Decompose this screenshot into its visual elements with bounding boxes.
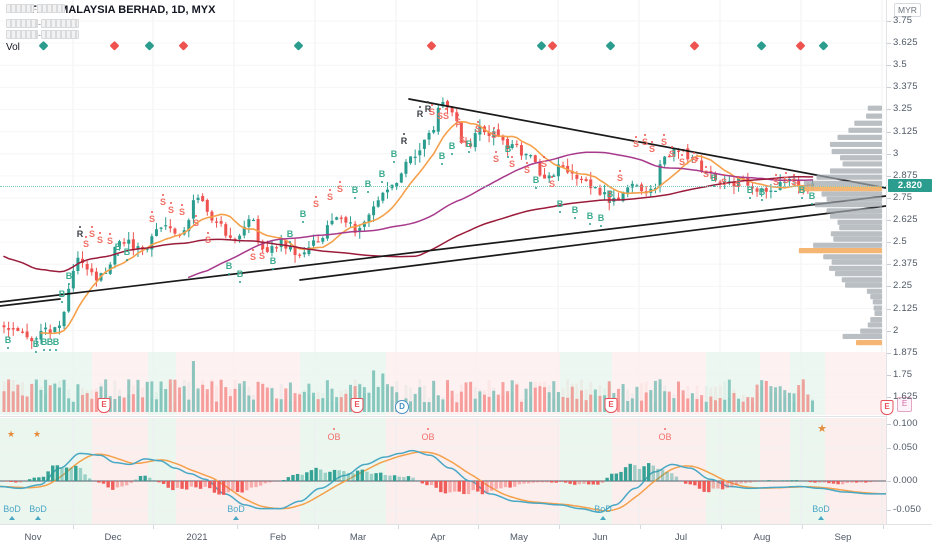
time-tick-label: Nov bbox=[24, 532, 42, 543]
price-tick-label: 3.75 bbox=[893, 15, 913, 26]
earnings-badge[interactable]: E bbox=[350, 398, 364, 413]
axis-earnings-badge[interactable]: E bbox=[897, 397, 912, 412]
time-tick-label: Apr bbox=[430, 532, 446, 543]
price-tick-label: 3 bbox=[893, 147, 899, 159]
macd-legend: - bbox=[6, 2, 65, 14]
volume-legend-label: Vol bbox=[6, 42, 20, 53]
time-tick-sep bbox=[318, 525, 319, 529]
macd-tick-dash bbox=[887, 510, 891, 511]
earnings-badge[interactable]: E bbox=[97, 398, 111, 413]
price-tick-label: 2.625 bbox=[893, 214, 918, 226]
time-tick-sep bbox=[640, 525, 641, 529]
price-tick-label: 1.625 bbox=[893, 391, 918, 402]
price-tick-dash bbox=[887, 21, 891, 22]
time-tick-label: Dec bbox=[104, 532, 122, 543]
earnings-badge[interactable]: E bbox=[880, 400, 894, 415]
price-tick-dash bbox=[887, 153, 891, 155]
price-tick-label: 3.5 bbox=[893, 59, 907, 71]
price-tick-dash bbox=[887, 286, 891, 288]
price-tick-label: 1.75 bbox=[893, 368, 913, 380]
currency-badge: MYR bbox=[894, 3, 921, 17]
price-tick-label: 2.875 bbox=[893, 169, 918, 181]
last-price-line bbox=[0, 185, 886, 187]
price-tick-dash bbox=[887, 197, 891, 199]
price-tick-dash bbox=[887, 175, 891, 177]
price-tick-label: 2.375 bbox=[893, 258, 918, 270]
main-price-pane[interactable] bbox=[0, 0, 886, 415]
time-tick-label: Jun bbox=[592, 532, 608, 543]
time-tick-label: Sep bbox=[834, 532, 852, 543]
price-tick-dash bbox=[887, 109, 891, 111]
time-tick-label: 2021 bbox=[186, 532, 208, 543]
macd-pane[interactable] bbox=[0, 418, 886, 524]
time-tick-label: Aug bbox=[753, 532, 771, 543]
price-chart-canvas bbox=[0, 0, 886, 415]
time-tick-label: May bbox=[510, 532, 528, 543]
price-tick-label: 3.125 bbox=[893, 125, 918, 137]
price-tick-label: 3.375 bbox=[893, 81, 918, 93]
price-tick-dash bbox=[887, 43, 891, 45]
price-tick-label: 2.75 bbox=[893, 191, 913, 203]
last-price-badge: 2.820 bbox=[888, 179, 932, 193]
price-tick-label: 3.25 bbox=[893, 103, 913, 115]
macd-tick-dash bbox=[887, 448, 891, 449]
time-tick-sep bbox=[398, 525, 399, 529]
dividend-badge[interactable]: D bbox=[395, 400, 409, 414]
price-tick-dash bbox=[887, 352, 891, 354]
price-tick-label: 3.625 bbox=[893, 37, 918, 49]
macd-canvas bbox=[0, 418, 886, 524]
time-tick-sep bbox=[73, 525, 74, 529]
time-tick-label: Jul bbox=[674, 532, 688, 543]
price-tick-dash bbox=[887, 308, 891, 310]
price-tick-label: 2 bbox=[893, 324, 899, 336]
time-tick-label: Mar bbox=[349, 532, 367, 543]
price-tick-dash bbox=[887, 220, 891, 222]
time-tick-sep bbox=[559, 525, 560, 529]
price-tick-label: 2.25 bbox=[893, 280, 913, 292]
price-tick-label: 2.5 bbox=[893, 236, 907, 248]
price-tick-dash bbox=[887, 397, 891, 398]
price-tick-dash bbox=[887, 330, 891, 332]
macd-tick-label: 0.000 bbox=[893, 475, 918, 486]
macd-tick-label: 0.050 bbox=[893, 442, 918, 453]
macd-tick-label: -0.050 bbox=[893, 504, 922, 515]
time-tick-sep bbox=[883, 525, 884, 529]
price-tick-dash bbox=[887, 264, 891, 266]
price-tick-label: 2.125 bbox=[893, 302, 918, 314]
time-tick-sep bbox=[237, 525, 238, 529]
price-tick-dash bbox=[887, 65, 891, 67]
time-tick-sep bbox=[478, 525, 479, 529]
indicator-legend-2: - bbox=[6, 30, 215, 40]
indicator-legend-1: - bbox=[6, 19, 215, 29]
earnings-badge-label: E bbox=[880, 400, 894, 415]
time-axis[interactable]: Nov Dec 2021 Feb Mar Apr May Jun Jul Aug Sep bbox=[0, 524, 932, 550]
macd-tick-label: 0.100 bbox=[893, 418, 918, 429]
earnings-badge[interactable]: E bbox=[604, 398, 618, 413]
price-tick-dash bbox=[887, 242, 891, 244]
pane-divider bbox=[0, 416, 886, 417]
price-tick-dash bbox=[887, 374, 891, 376]
time-tick-label: Feb bbox=[269, 532, 287, 543]
price-tick-dash bbox=[887, 87, 891, 89]
earnings-badge-label: E bbox=[97, 398, 111, 413]
macd-tick-dash bbox=[887, 481, 891, 482]
time-tick-sep bbox=[153, 525, 154, 529]
macd-axis[interactable]: 0.100 0.050 0.000 -0.050 bbox=[886, 418, 932, 524]
earnings-badge-label: E bbox=[604, 398, 618, 413]
time-tick-sep bbox=[802, 525, 803, 529]
macd-legend-text: - bbox=[6, 4, 65, 14]
price-tick-label: 1.875 bbox=[893, 346, 918, 358]
macd-tick-dash bbox=[887, 424, 891, 425]
earnings-badge-label: E bbox=[350, 398, 364, 413]
time-tick-sep bbox=[721, 525, 722, 529]
price-tick-dash bbox=[887, 131, 891, 133]
